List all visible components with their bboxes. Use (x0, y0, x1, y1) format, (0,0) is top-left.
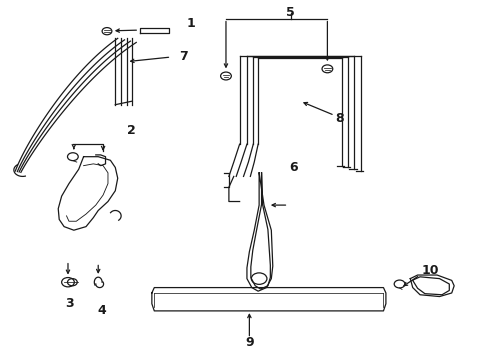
Text: 2: 2 (127, 124, 136, 138)
Text: 1: 1 (186, 17, 195, 30)
Text: 6: 6 (288, 161, 297, 174)
Text: 10: 10 (421, 264, 439, 277)
Text: 3: 3 (65, 297, 74, 310)
Text: 7: 7 (179, 50, 187, 63)
Text: 8: 8 (334, 112, 343, 125)
Text: 9: 9 (244, 336, 253, 349)
Text: 5: 5 (286, 6, 295, 19)
Text: 4: 4 (98, 305, 106, 318)
